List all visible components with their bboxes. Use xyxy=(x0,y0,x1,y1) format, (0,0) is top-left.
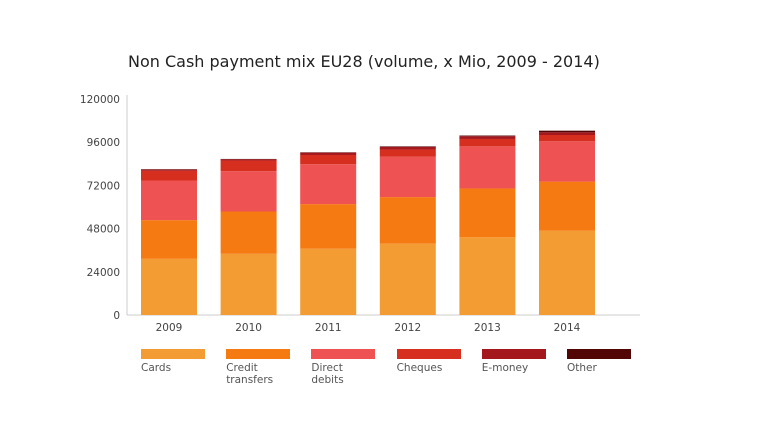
legend-label: Cards xyxy=(141,362,172,374)
legend-swatch xyxy=(481,349,546,359)
bar-credit-transfers-2012 xyxy=(379,197,436,244)
bar-cards-2014 xyxy=(539,230,595,315)
x-tick-label: 2012 xyxy=(394,322,421,334)
bar-other-2012 xyxy=(379,146,436,147)
bar-cheques-2014 xyxy=(539,135,595,142)
legend-label: Credit transfers xyxy=(226,362,274,386)
x-tick-label: 2009 xyxy=(156,322,183,334)
bar-e-money-2011 xyxy=(300,152,357,155)
bar-e-money-2012 xyxy=(379,146,436,150)
bar-cheques-2011 xyxy=(300,154,357,165)
y-tick-label: 96000 xyxy=(87,137,120,149)
bar-other-2013 xyxy=(459,135,516,137)
bar-cheques-2010 xyxy=(220,160,277,172)
bar-cheques-2013 xyxy=(459,138,516,147)
y-tick-label: 0 xyxy=(113,310,120,322)
bar-direct-debits-2012 xyxy=(379,156,436,198)
legend-label: E-money xyxy=(481,362,529,374)
bar-e-money-2014 xyxy=(539,132,595,135)
bar-cards-2011 xyxy=(300,248,357,315)
x-tick-label: 2010 xyxy=(235,322,262,334)
bar-direct-debits-2014 xyxy=(539,141,595,182)
legend-item: Other xyxy=(567,349,637,374)
bar-credit-transfers-2011 xyxy=(300,204,357,249)
legend-swatch xyxy=(141,349,205,359)
y-tick-label: 120000 xyxy=(80,94,120,106)
legend-item: Direct debits xyxy=(311,349,381,386)
bar-cards-2013 xyxy=(459,237,516,315)
bar-e-money-2013 xyxy=(459,136,516,139)
x-tick-label: 2013 xyxy=(474,322,501,334)
bar-cards-2012 xyxy=(379,243,436,315)
legend-item: Cheques xyxy=(396,349,467,374)
bar-credit-transfers-2014 xyxy=(539,181,595,231)
bar-e-money-2009 xyxy=(141,169,197,171)
y-tick-label: 24000 xyxy=(87,267,120,279)
y-tick-label: 48000 xyxy=(87,224,120,236)
legend-label: Direct debits xyxy=(311,362,344,386)
bar-credit-transfers-2013 xyxy=(459,188,516,238)
legend-swatch xyxy=(396,349,461,359)
bar-direct-debits-2009 xyxy=(141,180,197,221)
legend-label: Cheques xyxy=(396,362,443,374)
bar-cards-2009 xyxy=(141,258,197,315)
chart-title: Non Cash payment mix EU28 (volume, x Mio… xyxy=(128,52,600,71)
x-tick-label: 2014 xyxy=(554,322,581,334)
bar-direct-debits-2010 xyxy=(220,171,277,212)
legend-swatch xyxy=(311,349,376,359)
legend-label: Other xyxy=(567,362,597,374)
bar-cheques-2009 xyxy=(141,170,197,181)
legend-item: E-money xyxy=(481,349,552,374)
bar-direct-debits-2011 xyxy=(300,164,357,205)
bar-cards-2010 xyxy=(220,253,277,315)
legend-swatch xyxy=(226,349,291,359)
legend-item: Credit transfers xyxy=(226,349,296,386)
bar-cheques-2012 xyxy=(379,149,436,157)
bar-other-2014 xyxy=(539,130,595,133)
bar-credit-transfers-2010 xyxy=(220,211,277,254)
bar-credit-transfers-2009 xyxy=(141,220,197,259)
y-tick-label: 72000 xyxy=(87,180,120,192)
bar-e-money-2010 xyxy=(220,159,277,161)
bar-direct-debits-2013 xyxy=(459,146,516,189)
legend-swatch xyxy=(567,349,631,359)
legend-item: Cards xyxy=(141,349,211,374)
x-tick-label: 2011 xyxy=(315,322,342,334)
